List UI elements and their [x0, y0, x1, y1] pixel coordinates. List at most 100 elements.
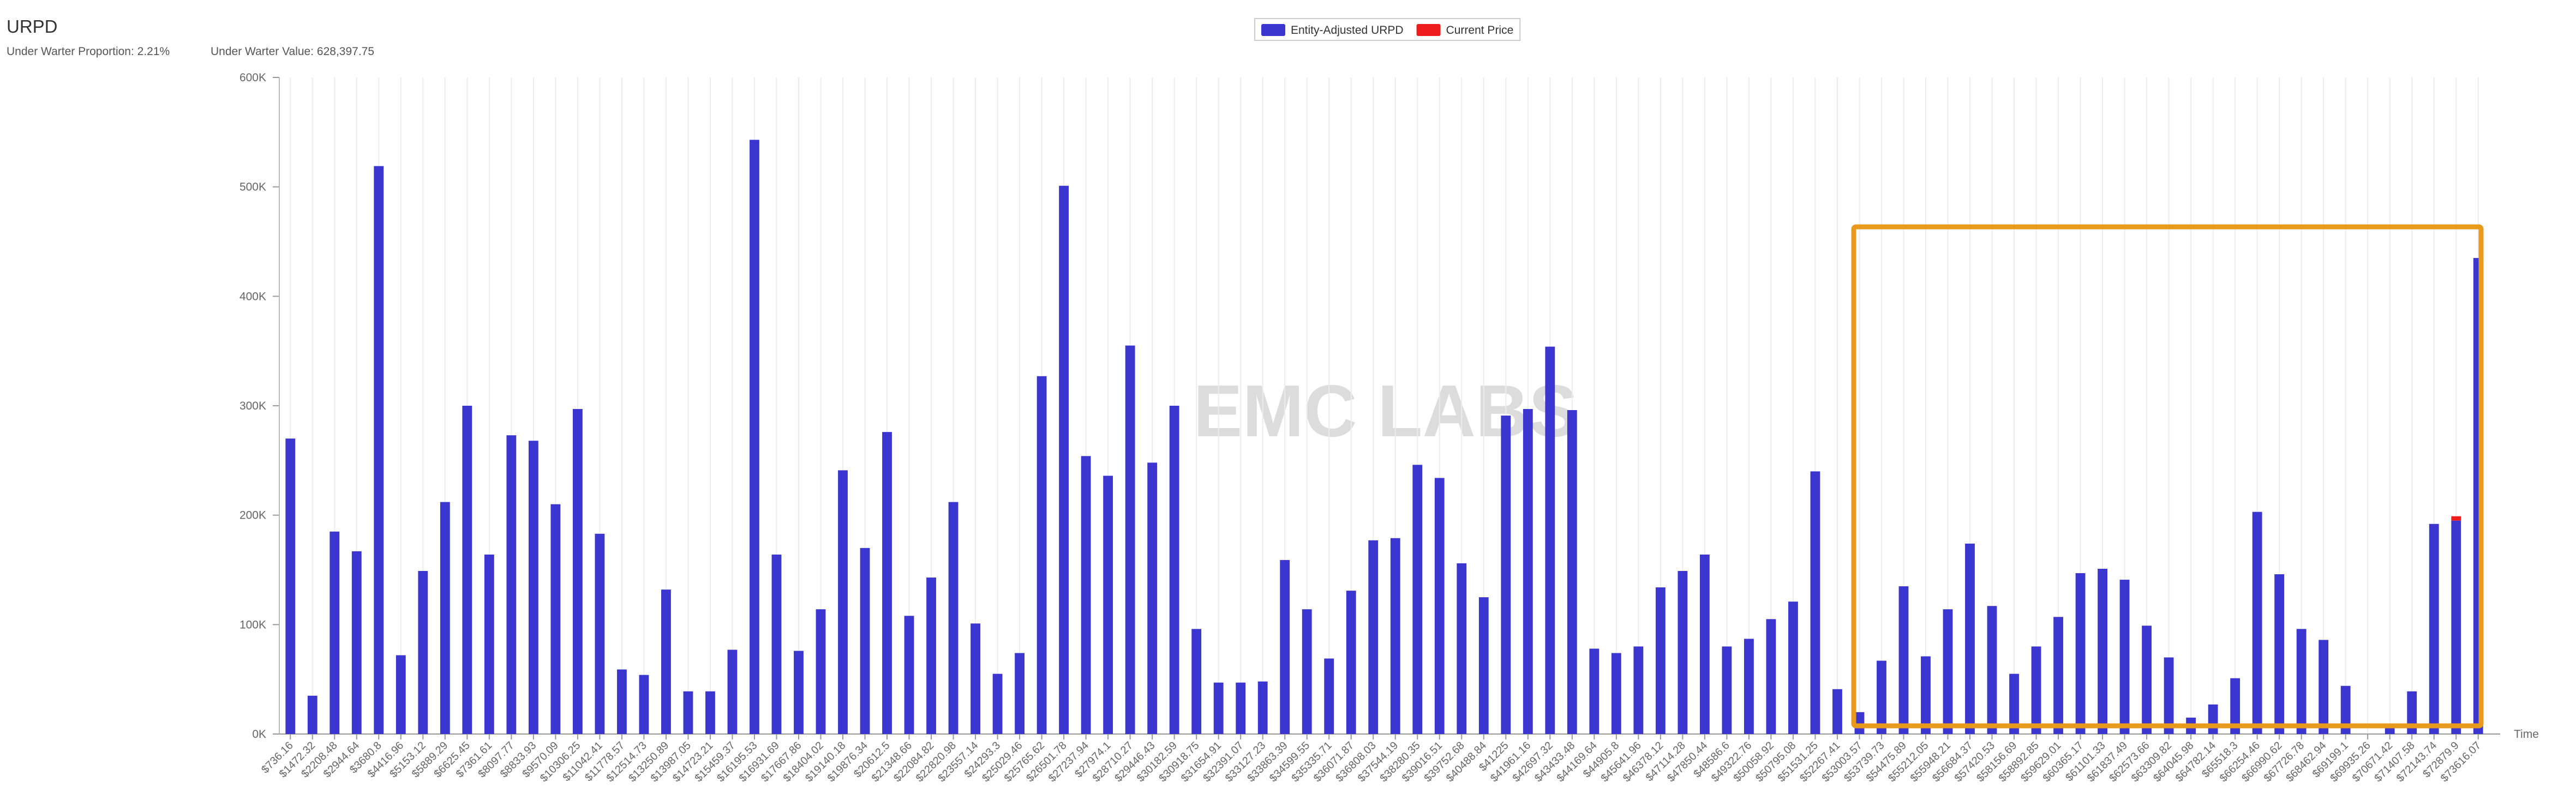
- bar: [1766, 619, 1776, 734]
- bar: [1191, 629, 1202, 734]
- legend-swatch: [1261, 24, 1285, 36]
- bar: [882, 432, 892, 734]
- legend-label: Current Price: [1446, 24, 1514, 37]
- bar: [727, 649, 738, 734]
- y-tick-label: 600K: [239, 71, 266, 84]
- bar: [2385, 727, 2395, 734]
- bar: [2296, 629, 2307, 734]
- bar: [285, 438, 296, 734]
- bar: [462, 406, 472, 734]
- bar: [2119, 580, 2130, 734]
- bar: [2164, 657, 2174, 734]
- bar: [484, 554, 494, 734]
- bar: [1788, 602, 1798, 734]
- bar: [2274, 574, 2285, 734]
- bar: [794, 651, 804, 734]
- bar: [1898, 586, 1909, 734]
- bar: [1678, 571, 1688, 734]
- bar: [1943, 609, 1953, 734]
- bar: [2075, 573, 2086, 734]
- y-tick-label: 100K: [239, 618, 266, 631]
- bar: [2340, 685, 2351, 734]
- bar: [661, 590, 671, 734]
- bar: [440, 502, 450, 734]
- bar: [1103, 476, 1113, 734]
- subtitle: Under Warter Value: 628,397.75: [211, 45, 374, 58]
- bar: [1457, 563, 1467, 734]
- bar: [1368, 540, 1379, 734]
- legend-swatch: [1416, 24, 1441, 36]
- bar: [2230, 678, 2240, 734]
- bar: [616, 669, 627, 734]
- bar: [816, 609, 826, 734]
- legend-label: Entity-Adjusted URPD: [1291, 24, 1404, 37]
- bar: [639, 675, 649, 734]
- bar: [1059, 185, 1069, 734]
- y-tick-label: 200K: [239, 509, 266, 522]
- bar: [1037, 376, 1047, 734]
- bar: [1832, 689, 1842, 734]
- bar: [595, 533, 605, 734]
- bar: [1015, 653, 1025, 734]
- bar: [904, 616, 914, 734]
- bar: [1125, 345, 1135, 734]
- bar: [1147, 462, 1158, 734]
- bar: [2319, 640, 2329, 734]
- bar: [971, 623, 980, 734]
- bar: [1722, 646, 1732, 734]
- bar: [1434, 478, 1445, 734]
- bar: [396, 655, 406, 734]
- bar: [1589, 648, 1599, 734]
- y-tick-label: 500K: [239, 181, 266, 194]
- bar: [330, 531, 340, 734]
- bar: [1501, 416, 1511, 734]
- bar: [1854, 712, 1865, 734]
- bar: [1744, 639, 1754, 734]
- bar: [1257, 681, 1268, 734]
- bar: [1877, 660, 1886, 734]
- bar: [683, 691, 693, 734]
- bar: [1523, 409, 1533, 734]
- bar: [750, 140, 759, 734]
- bar: [771, 554, 782, 734]
- bar: [1412, 465, 1423, 734]
- bar: [2451, 516, 2461, 521]
- bar: [550, 504, 561, 734]
- highlight-box: [1851, 224, 2484, 729]
- bar: [2407, 691, 2417, 734]
- chart-title: URPD: [7, 16, 58, 37]
- bar: [1169, 406, 1179, 734]
- bar: [2098, 568, 2107, 734]
- bar: [948, 502, 958, 734]
- bar: [2252, 512, 2262, 734]
- bar: [307, 695, 317, 734]
- bar: [1810, 471, 1820, 734]
- y-tick-label: 400K: [239, 290, 266, 303]
- bar: [1236, 682, 1246, 734]
- legend-box: [1254, 18, 1521, 41]
- subtitle: Under Warter Proportion: 2.21%: [7, 45, 170, 58]
- watermark: EMC LABS: [1194, 370, 1578, 452]
- bar: [992, 673, 1003, 734]
- bar: [1302, 609, 1312, 734]
- x-axis-label: Time: [2514, 728, 2539, 741]
- bar: [1567, 410, 1577, 734]
- bar: [1324, 658, 1334, 734]
- y-tick-label: 300K: [239, 400, 266, 412]
- bar: [1346, 591, 1356, 734]
- bar: [2009, 673, 2019, 734]
- bar: [1699, 554, 1710, 734]
- bar: [1655, 587, 1666, 734]
- bar: [1545, 346, 1555, 734]
- bar: [1280, 560, 1290, 734]
- bar: [2142, 625, 2152, 734]
- bar: [2208, 704, 2218, 734]
- bar: [528, 441, 538, 734]
- bar: [418, 571, 428, 734]
- bar: [1213, 682, 1224, 734]
- legend: Entity-Adjusted URPD Current Price: [1254, 18, 1521, 41]
- bar: [506, 435, 517, 734]
- bar: [2053, 617, 2063, 734]
- y-tick-label: 0K: [252, 728, 266, 741]
